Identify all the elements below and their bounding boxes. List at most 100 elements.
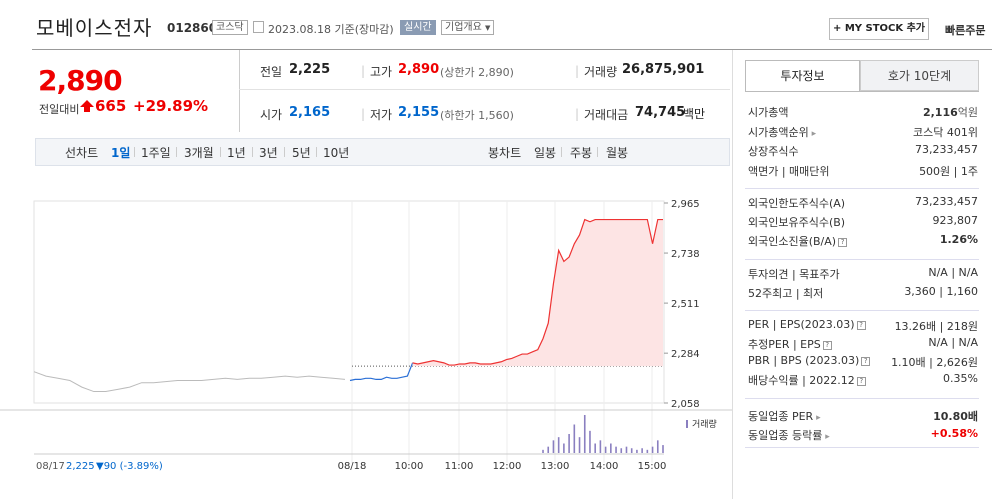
invest-row-value: 코스닥 401위: [913, 124, 978, 140]
period-1w[interactable]: 1주일: [141, 146, 171, 160]
x-tick-label: 08/18: [338, 461, 367, 472]
candle-monthly[interactable]: 월봉: [606, 146, 629, 160]
invest-row-value: 500원 | 1주: [919, 163, 978, 179]
invest-label-text: 상장주식수: [748, 145, 799, 158]
candle-daily[interactable]: 일봉: [534, 146, 557, 160]
add-mystock-button[interactable]: + MY STOCK 추가: [829, 18, 929, 40]
x-tick-label: 12:00: [493, 461, 522, 472]
invest-row: 투자의견 | 목표주가 N/A | N/A: [748, 266, 978, 282]
volume-label: 거래량: [584, 65, 618, 79]
period-1y[interactable]: 1년: [227, 146, 246, 160]
invest-value-text: 13.26배 | 218원: [894, 320, 978, 333]
intraday-chart[interactable]: 2,965 2,738 2,511 2,284 2,058 08/18 10:00 11:0…: [0, 168, 735, 499]
invest-row-label: 추정PER | EPS?: [748, 336, 832, 352]
change-value: 665: [95, 97, 127, 115]
period-1d[interactable]: 1일: [111, 146, 131, 160]
invest-row: 시가총액순위 ▸ 코스닥 401위: [748, 124, 978, 140]
tab-orderbook-10[interactable]: 호가 10단계: [860, 60, 979, 91]
volume-bar: [583, 415, 586, 453]
invest-row-label: 시가총액: [748, 104, 788, 120]
price-divider: [239, 50, 240, 132]
invest-row: PER | EPS(2023.03)? 13.26배 | 218원: [748, 318, 978, 334]
chart-period-bar: [35, 138, 730, 166]
prev-close-label: 전일: [260, 65, 283, 79]
help-icon[interactable]: ?: [856, 377, 866, 386]
invest-row-value: 0.35%: [943, 372, 978, 385]
help-icon[interactable]: ?: [822, 341, 832, 350]
invest-row-label: 52주최고 | 최저: [748, 285, 823, 301]
invest-label-text: 외국인보유주식수(B): [748, 216, 846, 229]
today-series: [349, 218, 663, 382]
volume-value: 26,875,901: [622, 62, 705, 77]
invest-row: 52주최고 | 최저 3,360 | 1,160: [748, 285, 978, 301]
volume-bar: [557, 437, 560, 453]
y-tick-label: 2,738: [671, 249, 700, 260]
candle-weekly[interactable]: 주봉: [570, 146, 593, 160]
invest-label-text: 배당수익률 | 2022.12: [748, 374, 855, 387]
chevron-right-icon[interactable]: ▸: [808, 128, 817, 139]
invest-row-value: 1.26%: [940, 233, 978, 246]
period-10y[interactable]: 10년: [323, 146, 350, 160]
prev-close-value: 2,225: [289, 62, 331, 77]
volume-legend-swatch: [686, 420, 688, 428]
invest-row: 상장주식수 73,233,457: [748, 143, 978, 159]
today-line-below: [349, 362, 414, 382]
lower-limit: (하한가 1,560): [440, 109, 514, 122]
invest-value-text: N/A | N/A: [928, 266, 978, 279]
volume-bar: [646, 449, 649, 453]
overview-label: 기업개요: [445, 22, 482, 33]
invest-value-text: 1.26%: [939, 233, 978, 246]
invest-label-text: 시가총액순위: [748, 125, 809, 139]
y-tick-label: 2,965: [671, 199, 700, 210]
invest-row-value: 3,360 | 1,160: [904, 285, 978, 298]
period-5y[interactable]: 5년: [292, 146, 311, 160]
invest-row-label: 투자의견 | 목표주가: [748, 266, 840, 282]
invest-row-value: 923,807: [933, 214, 979, 227]
volume-bar: [542, 449, 544, 453]
separator: [316, 147, 317, 157]
separator: [220, 147, 221, 157]
volume-bar: [630, 448, 633, 453]
invest-value-text: 923,807: [932, 214, 979, 227]
invest-row-label: PER | EPS(2023.03)?: [748, 318, 866, 331]
quick-order-button[interactable]: 빠른주문: [945, 24, 986, 37]
help-icon[interactable]: ?: [856, 321, 866, 330]
change-label: 전일대비: [39, 103, 80, 116]
chevron-right-icon[interactable]: ▸: [813, 413, 821, 423]
y-tick-label: 2,284: [671, 349, 700, 360]
volume-bar: [594, 443, 596, 453]
period-3m[interactable]: 3개월: [184, 146, 214, 160]
current-price: 2,890: [38, 64, 123, 97]
volume-bar: [547, 446, 550, 453]
open-label: 시가: [260, 108, 283, 122]
stock-name: 모베이스전자: [36, 16, 153, 40]
amount-value: 74,745: [635, 105, 686, 120]
invest-label-text: 52주최고 | 최저: [748, 287, 824, 300]
y-tick-label: 2,511: [671, 299, 700, 310]
invest-row: 외국인보유주식수(B) 923,807: [748, 214, 978, 230]
invest-row-value: 10.80배: [933, 408, 978, 424]
help-icon[interactable]: ?: [838, 238, 848, 247]
x-tick-label: 14:00: [590, 461, 619, 472]
today-area-above: [412, 219, 663, 367]
help-icon[interactable]: ?: [861, 357, 871, 366]
invest-row: 외국인한도주식수(A) 73,233,457: [748, 195, 978, 211]
invest-row-label: 외국인한도주식수(A): [748, 195, 845, 211]
invest-value-text: 73,233,457: [915, 195, 978, 208]
calendar-icon: [253, 21, 264, 33]
tab-invest-info[interactable]: 투자정보: [745, 60, 860, 91]
company-overview-dropdown[interactable]: 기업개요 ▼: [441, 20, 495, 35]
separator: [252, 147, 253, 157]
period-3y[interactable]: 3년: [259, 146, 278, 160]
volume-bar: [578, 437, 581, 453]
invest-row: 액면가 | 매매단위 500원 | 1주: [748, 163, 978, 179]
invest-value-text: 10.80배: [933, 410, 978, 423]
invest-value-unit: 억원: [957, 106, 978, 119]
realtime-button[interactable]: 실시간: [400, 20, 436, 35]
prev-day-series: [33, 371, 346, 393]
chevron-right-icon[interactable]: ▸: [822, 432, 830, 442]
volume-bar: [568, 434, 570, 453]
volume-bar: [625, 446, 628, 453]
invest-row: PBR | BPS (2023.03)? 1.10배 | 2,626원: [748, 354, 978, 370]
invest-row-label: 동일업종 등락률 ▸: [748, 427, 830, 443]
